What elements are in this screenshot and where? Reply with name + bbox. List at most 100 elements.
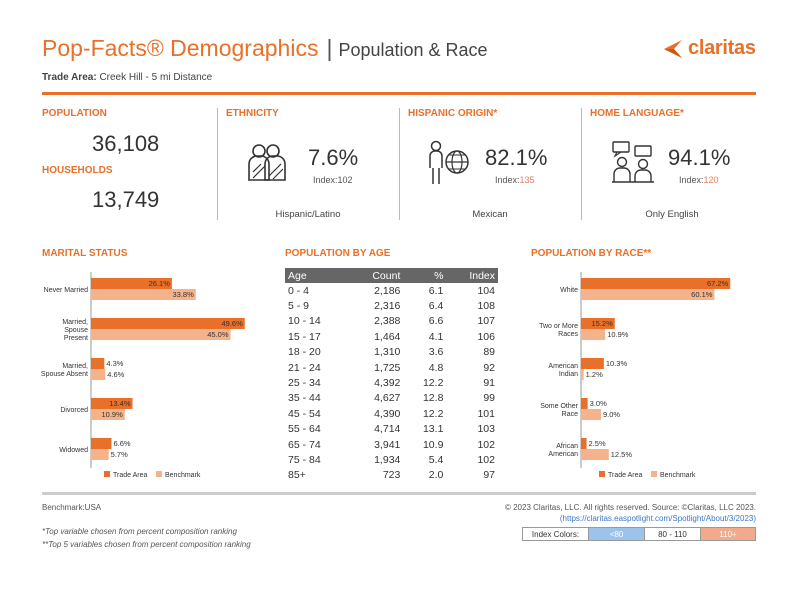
table-cell: 75 - 84 (288, 453, 321, 466)
table-cell: 12.2 (422, 407, 444, 420)
table-cell: 4.1 (428, 330, 444, 343)
table-cell: 85+ (288, 469, 306, 482)
source-link[interactable]: (https://claritas.easpotlight.com/Spotli… (559, 514, 756, 523)
table-cell: 1,464 (374, 330, 401, 343)
table-cell: 10.9 (422, 438, 444, 451)
hispanic-origin-caption: Mexican (472, 209, 508, 220)
trade-area-label: Trade Area: (42, 72, 97, 83)
divider (399, 108, 400, 220)
table-cell: 102 (477, 453, 495, 466)
table-row: 21 - 24 1,725 4.8 92 (285, 360, 498, 375)
category-label: American (548, 451, 578, 458)
households-label: HOUSEHOLDS (42, 165, 113, 176)
category-label: Spouse (64, 327, 88, 334)
trade-area-bar (91, 438, 112, 449)
table-cell: 2,316 (374, 300, 401, 313)
table-cell: 2,186 (374, 284, 401, 297)
category-label: Races (558, 331, 578, 338)
home-language-label: HOME LANGUAGE* (590, 108, 684, 119)
table-cell: 6.4 (428, 300, 444, 313)
data-label: 12.5% (611, 450, 633, 459)
data-label: 45.0% (207, 330, 229, 339)
index-label: Index: (313, 175, 338, 185)
index-low-swatch: <80 (589, 528, 645, 540)
marital-status-title: MARITAL STATUS (42, 248, 128, 259)
trade-area-value: Creek Hill - 5 mi Distance (99, 72, 213, 83)
table-cell: 5.4 (428, 453, 444, 466)
column-header: Count (347, 268, 404, 283)
trade-area-bar (581, 278, 731, 289)
category-label: White (560, 287, 578, 294)
table-cell: 10 - 14 (288, 315, 321, 328)
table-cell: 12.2 (422, 377, 444, 390)
benchmark-bar (91, 369, 106, 380)
table-cell: 106 (477, 330, 495, 343)
legend-trade-area-swatch (104, 471, 110, 477)
table-row: 15 - 17 1,464 4.1 106 (285, 329, 498, 344)
population-by-age-table: Age Count% Index 0 - 4 2,186 6.1 104 5 - 9 2,31… (285, 268, 498, 483)
table-cell: 3.6 (428, 346, 444, 359)
ethnicity-index: Index:102 (313, 175, 353, 185)
logo-text: claritas (688, 37, 756, 59)
benchmark-bar (581, 449, 609, 460)
table-cell: 1,934 (374, 453, 401, 466)
data-label: 13.4% (109, 399, 131, 408)
data-label: 2.5% (589, 439, 606, 448)
table-cell: 6.6 (428, 315, 444, 328)
data-label: 3.0% (590, 399, 607, 408)
trade-area-bar (581, 358, 604, 369)
index-label: Index: (495, 175, 520, 185)
table-cell: 108 (477, 300, 495, 313)
table-cell: 4,627 (374, 392, 401, 405)
footnote-top-five: **Top 5 variables chosen from percent co… (42, 540, 251, 549)
data-label: 49.6% (221, 319, 243, 328)
ethnicity-pct: 7.6% (308, 145, 359, 170)
population-value: 36,108 (92, 131, 160, 156)
data-label: 15.2% (591, 319, 613, 328)
table-cell: 1,310 (374, 346, 401, 359)
category-label: Widowed (59, 447, 88, 454)
data-label: 5.7% (111, 450, 128, 459)
trade-area-bar (91, 358, 105, 369)
people-group-icon (248, 144, 286, 181)
benchmark-bar (91, 289, 196, 300)
table-cell: 103 (477, 423, 495, 436)
table-cell: 102 (477, 438, 495, 451)
data-label: 60.1% (691, 290, 713, 299)
table-cell: 45 - 54 (288, 407, 321, 420)
index-mid-swatch: 80 - 110 (645, 528, 701, 540)
benchmark-note: Benchmark:USA (42, 503, 102, 512)
table-row: 18 - 20 1,310 3.6 89 (285, 345, 498, 360)
hispanic-origin-label: HISPANIC ORIGIN* (408, 108, 498, 119)
data-label: 4.6% (107, 370, 124, 379)
table-body: 0 - 4 2,186 6.1 104 5 - 9 2,316 6.4 108 10 - 14 2… (285, 283, 498, 483)
legend-benchmark-swatch (651, 471, 657, 477)
hispanic-origin-index: Index:135 (495, 175, 535, 185)
table-cell: 18 - 20 (288, 346, 321, 359)
table-cell: 6.1 (428, 284, 444, 297)
table-row: 25 - 34 4,392 12.2 91 (285, 375, 498, 390)
table-cell: 107 (477, 315, 495, 328)
claritas-logo: claritas (662, 37, 756, 60)
title-subtitle: Population & Race (338, 40, 488, 60)
table-cell: 35 - 44 (288, 392, 321, 405)
table-cell: 4,390 (374, 407, 401, 420)
index-colors-label: Index Colors: (523, 528, 589, 540)
trade-area-bar (91, 398, 133, 409)
table-header-row: Age Count% Index (285, 268, 498, 283)
footnote-top-variable: *Top variable chosen from percent compos… (42, 527, 237, 536)
benchmark-bar (91, 449, 109, 460)
title-separator: | (326, 35, 333, 61)
data-label: 10.9% (102, 410, 124, 419)
table-cell: 55 - 64 (288, 423, 321, 436)
table-cell: 104 (477, 284, 495, 297)
trade-area-bar (91, 318, 245, 329)
table-row: 55 - 64 4,714 13.1 103 (285, 422, 498, 437)
population-by-race-title: POPULATION BY RACE** (531, 248, 652, 259)
home-language-index: Index:120 (679, 175, 719, 185)
trade-area-bar (581, 318, 615, 329)
data-label: 10.9% (607, 330, 629, 339)
population-label: POPULATION (42, 108, 107, 119)
trade-area-bar (91, 278, 172, 289)
